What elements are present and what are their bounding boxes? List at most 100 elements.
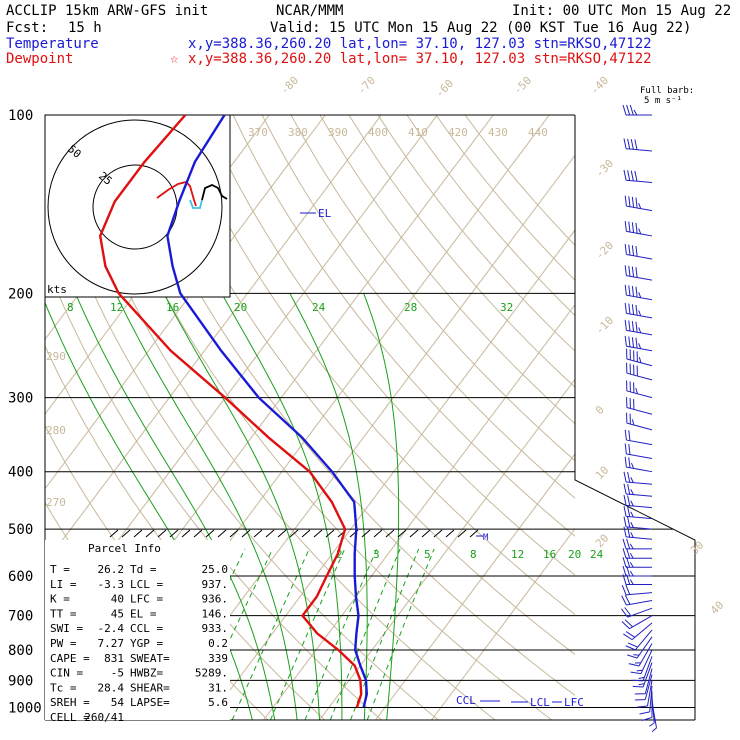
wind-barb bbox=[628, 643, 653, 667]
sounding-traces bbox=[98, 115, 562, 708]
dry-adiabat bbox=[348, 115, 575, 388]
hatch-tick bbox=[133, 529, 143, 538]
hatch-tick bbox=[361, 529, 371, 538]
barb-flag bbox=[623, 169, 627, 181]
hatch-tick bbox=[277, 529, 287, 538]
barb-flag bbox=[624, 244, 627, 255]
barb-flag bbox=[636, 669, 643, 672]
barb-flag bbox=[623, 495, 627, 506]
moist-adiabat bbox=[363, 293, 400, 720]
wind-barb bbox=[624, 284, 653, 301]
parcel-cell: LCL = bbox=[130, 578, 163, 591]
mixing-label-upper: 8 bbox=[67, 301, 74, 314]
theta-label: 430 bbox=[488, 126, 508, 139]
wind-barb bbox=[623, 516, 653, 530]
barb-flag bbox=[631, 266, 635, 277]
pressure-label: 600 bbox=[8, 569, 33, 585]
isotherm-label: -60 bbox=[433, 77, 456, 100]
barb-flag bbox=[627, 471, 631, 483]
barb-flag bbox=[635, 197, 638, 209]
barb-flag bbox=[623, 516, 627, 527]
pressure-label: 300 bbox=[8, 391, 33, 407]
barb-flag bbox=[630, 532, 634, 538]
parcel-cell: Td = bbox=[130, 563, 157, 576]
temperature-line bbox=[166, 115, 369, 708]
barb-flag bbox=[624, 456, 627, 468]
isotherm-label: 10 bbox=[593, 464, 612, 483]
wind-barb bbox=[621, 584, 653, 596]
wind-barb bbox=[627, 636, 653, 659]
barb-flag bbox=[628, 457, 631, 468]
barb-flag bbox=[625, 584, 631, 595]
theta-label: 420 bbox=[448, 126, 468, 139]
mixing-label-upper: 32 bbox=[500, 301, 513, 314]
barb-flag bbox=[625, 631, 636, 638]
wind-barb bbox=[624, 319, 653, 336]
parcel-cell: 40 bbox=[111, 593, 124, 606]
wind-barb bbox=[623, 471, 653, 485]
hatch-tick bbox=[325, 529, 335, 538]
barb-flag bbox=[634, 139, 638, 150]
hatch-tick bbox=[193, 529, 203, 538]
barb-flag bbox=[626, 104, 631, 116]
parcel-cell: K = bbox=[50, 593, 70, 606]
isotherm-line bbox=[319, 378, 575, 720]
hatch-tick bbox=[169, 529, 179, 538]
dry-adiabat bbox=[232, 115, 575, 537]
isotherm-line bbox=[207, 229, 575, 720]
barb-staff bbox=[626, 592, 653, 596]
wind-barb bbox=[624, 265, 653, 281]
mixing-label-lower: 8 bbox=[470, 548, 477, 561]
moist-adiabat bbox=[163, 293, 320, 720]
barb-flag bbox=[622, 548, 627, 559]
barb-flag bbox=[627, 495, 631, 506]
barb-flag bbox=[630, 671, 642, 675]
barb-flag bbox=[638, 327, 642, 334]
parcel-cell: 5.6 bbox=[208, 696, 228, 709]
barb-flag bbox=[635, 321, 638, 333]
wind-barb bbox=[626, 397, 653, 415]
theta-label: 380 bbox=[288, 126, 308, 139]
wind-barb bbox=[622, 565, 652, 577]
pressure-label: 700 bbox=[8, 609, 33, 625]
parcel-cell: CCL = bbox=[130, 622, 163, 635]
level-markers: EL M CCL LCL LFC bbox=[318, 207, 584, 709]
barb-flag bbox=[630, 170, 634, 181]
barb-staff bbox=[626, 504, 653, 509]
barb-flag bbox=[621, 584, 627, 596]
mixing-ratio-line bbox=[304, 548, 378, 720]
mixing-label-upper: 28 bbox=[404, 301, 417, 314]
wind-barb bbox=[624, 244, 653, 260]
wind-barb bbox=[624, 220, 653, 237]
wind-barb bbox=[630, 649, 653, 675]
dewpoint-legend: Dewpoint bbox=[6, 51, 73, 67]
barb-staff bbox=[642, 662, 653, 688]
ccl-label: CCL bbox=[456, 694, 476, 707]
fcst-value: 15 h bbox=[68, 20, 102, 36]
parcel-cell: 28.4 bbox=[98, 681, 125, 694]
barb-flag bbox=[649, 722, 655, 727]
parcel-cell: LI = bbox=[50, 578, 77, 591]
dry-adiabat bbox=[377, 115, 575, 352]
theta-label: 400 bbox=[368, 126, 388, 139]
center-title: NCAR/MMM bbox=[276, 3, 343, 19]
mixing-label-lower: 20 bbox=[568, 548, 581, 561]
parcel-title: Parcel Info bbox=[88, 542, 161, 555]
barb-flag bbox=[623, 471, 627, 483]
dewpoint-info: x,y=388.36,260.20 lat,lon= 37.10, 127.03… bbox=[188, 51, 652, 67]
dry-adiabat bbox=[174, 115, 575, 616]
wind-barb bbox=[623, 169, 653, 184]
dry-adiabat bbox=[145, 115, 575, 656]
parcel-cell: PW = bbox=[50, 637, 77, 650]
isotherm-label: -30 bbox=[593, 157, 616, 180]
wind-barb bbox=[622, 538, 652, 550]
hatch-tick bbox=[229, 529, 239, 538]
barb-flag bbox=[622, 538, 627, 550]
barb-flag bbox=[628, 285, 631, 296]
parcel-cell: SWEAT= bbox=[130, 652, 170, 665]
barb-flag bbox=[628, 336, 631, 347]
barb-staff bbox=[626, 148, 653, 152]
hatch-tick bbox=[409, 529, 419, 538]
isotherm-label: -40 bbox=[588, 74, 611, 97]
mixing-ratio-line bbox=[192, 548, 274, 720]
